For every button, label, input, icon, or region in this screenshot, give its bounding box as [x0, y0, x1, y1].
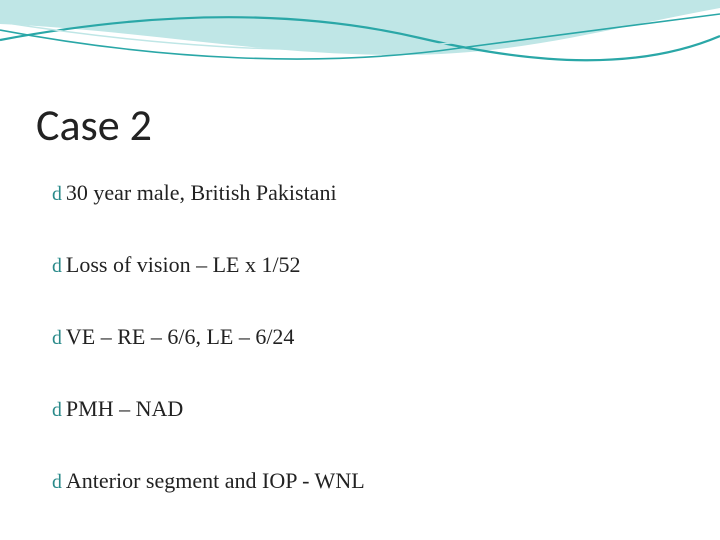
bullet-text: PMH – NAD — [66, 396, 183, 422]
bullet-list: d 30 year male, British Pakistani d Loss… — [52, 180, 680, 494]
list-item: d 30 year male, British Pakistani — [52, 180, 680, 206]
bullet-text: Anterior segment and IOP - WNL — [66, 468, 365, 494]
list-item: d PMH – NAD — [52, 396, 680, 422]
bullet-icon: d — [52, 471, 62, 494]
list-item: d VE – RE – 6/6, LE – 6/24 — [52, 324, 680, 350]
bullet-text: 30 year male, British Pakistani — [66, 180, 337, 206]
bullet-icon: d — [52, 255, 62, 278]
list-item: d Anterior segment and IOP - WNL — [52, 468, 680, 494]
list-item: d Loss of vision – LE x 1/52 — [52, 252, 680, 278]
bullet-icon: d — [52, 327, 62, 350]
bullet-text: VE – RE – 6/6, LE – 6/24 — [66, 324, 295, 350]
slide-title: Case 2 — [36, 98, 152, 152]
bullet-icon: d — [52, 183, 62, 206]
bullet-icon: d — [52, 399, 62, 422]
bullet-text: Loss of vision – LE x 1/52 — [66, 252, 301, 278]
decorative-wave — [0, 0, 720, 90]
